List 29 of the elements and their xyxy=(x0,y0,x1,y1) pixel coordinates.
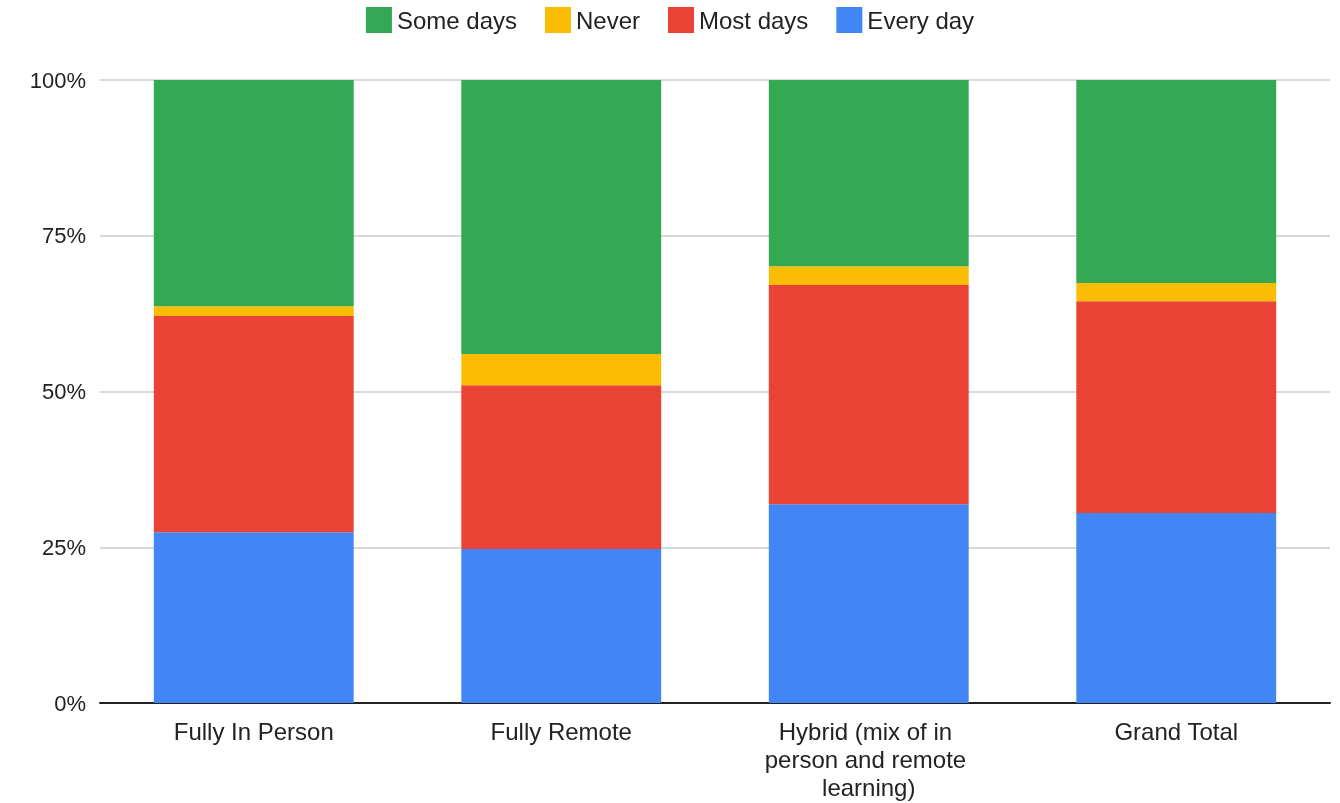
y-tick-label: 25% xyxy=(41,534,86,560)
bar xyxy=(461,354,662,386)
bar xyxy=(461,80,662,355)
y-tick-label: 0% xyxy=(54,690,86,716)
bar xyxy=(153,306,354,317)
y-tick-label: 100% xyxy=(29,67,86,93)
legend-label: Most days xyxy=(699,6,809,34)
legend-label: Every day xyxy=(867,6,975,34)
bar xyxy=(1076,301,1277,513)
legend-label: Some days xyxy=(396,6,517,34)
y-tick-label: 50% xyxy=(41,379,86,404)
x-tick-label: Hybrid (mix of in person and remote learning) xyxy=(764,717,973,801)
bar xyxy=(768,80,969,267)
bar xyxy=(1076,80,1277,284)
bar xyxy=(153,532,354,703)
bar xyxy=(153,80,354,307)
bar xyxy=(1076,283,1277,302)
x-tick-label: Fully Remote xyxy=(490,717,632,745)
bar xyxy=(153,316,354,533)
bar xyxy=(1076,512,1277,703)
bar xyxy=(768,284,969,505)
bar xyxy=(461,385,662,550)
bar xyxy=(768,266,969,285)
bar xyxy=(768,504,969,703)
x-tick-label: Fully In Person xyxy=(173,717,334,745)
legend-label: Never xyxy=(575,6,641,34)
x-tick-label: Grand Total xyxy=(1114,717,1239,745)
y-tick-label: 75% xyxy=(41,223,86,249)
bar xyxy=(461,549,662,703)
